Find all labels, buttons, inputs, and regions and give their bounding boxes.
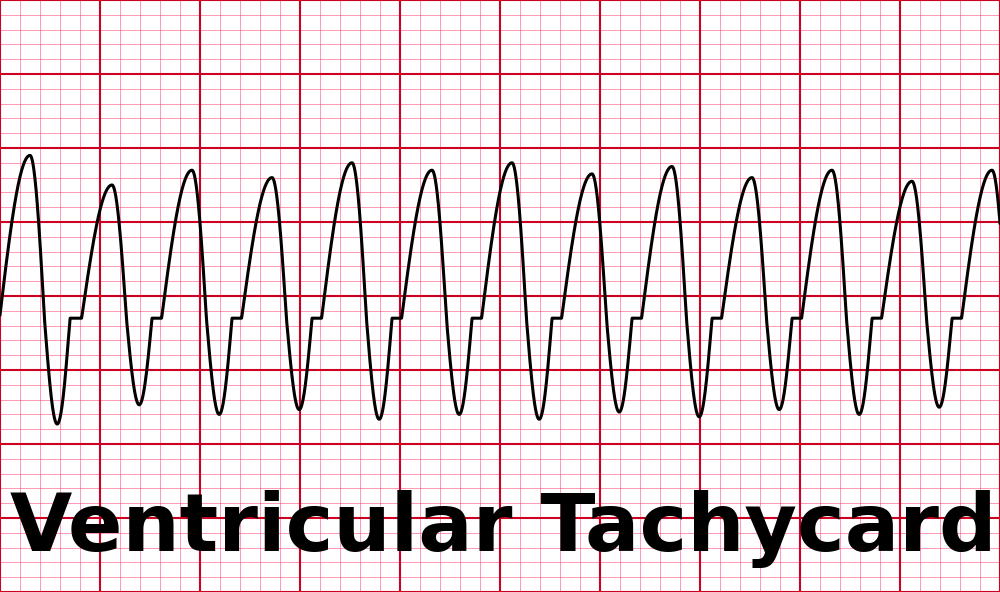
Text: Ventricular Tachycardia: Ventricular Tachycardia [10,490,1000,568]
